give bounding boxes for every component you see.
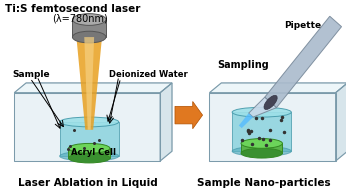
Ellipse shape bbox=[241, 139, 283, 148]
Polygon shape bbox=[241, 143, 283, 153]
Polygon shape bbox=[175, 101, 203, 129]
Polygon shape bbox=[209, 93, 336, 161]
Polygon shape bbox=[14, 93, 160, 161]
Polygon shape bbox=[336, 83, 348, 161]
Ellipse shape bbox=[264, 95, 277, 109]
Polygon shape bbox=[60, 122, 119, 156]
Ellipse shape bbox=[232, 146, 291, 156]
Polygon shape bbox=[249, 97, 276, 117]
Ellipse shape bbox=[69, 153, 110, 163]
Text: Ti:S femtosecond laser: Ti:S femtosecond laser bbox=[6, 4, 141, 14]
Text: Sampling: Sampling bbox=[218, 60, 269, 70]
Ellipse shape bbox=[60, 117, 119, 127]
Text: Pipette: Pipette bbox=[284, 22, 322, 30]
Polygon shape bbox=[265, 16, 341, 108]
Text: Sample Nano-particles: Sample Nano-particles bbox=[197, 177, 331, 187]
Text: Acryl Cell: Acryl Cell bbox=[71, 148, 117, 157]
Ellipse shape bbox=[72, 14, 106, 25]
Ellipse shape bbox=[241, 148, 283, 158]
Polygon shape bbox=[209, 83, 348, 93]
Ellipse shape bbox=[60, 151, 119, 161]
Polygon shape bbox=[84, 37, 94, 130]
Polygon shape bbox=[160, 83, 172, 161]
Text: Sample: Sample bbox=[12, 70, 50, 79]
Text: Deionized Water: Deionized Water bbox=[109, 70, 188, 79]
Polygon shape bbox=[69, 148, 110, 158]
Polygon shape bbox=[239, 113, 253, 128]
Polygon shape bbox=[76, 37, 102, 130]
Text: Laser Ablation in Liquid: Laser Ablation in Liquid bbox=[18, 177, 158, 187]
Ellipse shape bbox=[72, 31, 106, 43]
Polygon shape bbox=[14, 83, 172, 93]
Polygon shape bbox=[232, 112, 291, 151]
Ellipse shape bbox=[69, 143, 110, 153]
Polygon shape bbox=[72, 19, 106, 37]
Text: (λ=780nm): (λ=780nm) bbox=[52, 14, 108, 24]
Ellipse shape bbox=[232, 107, 291, 117]
